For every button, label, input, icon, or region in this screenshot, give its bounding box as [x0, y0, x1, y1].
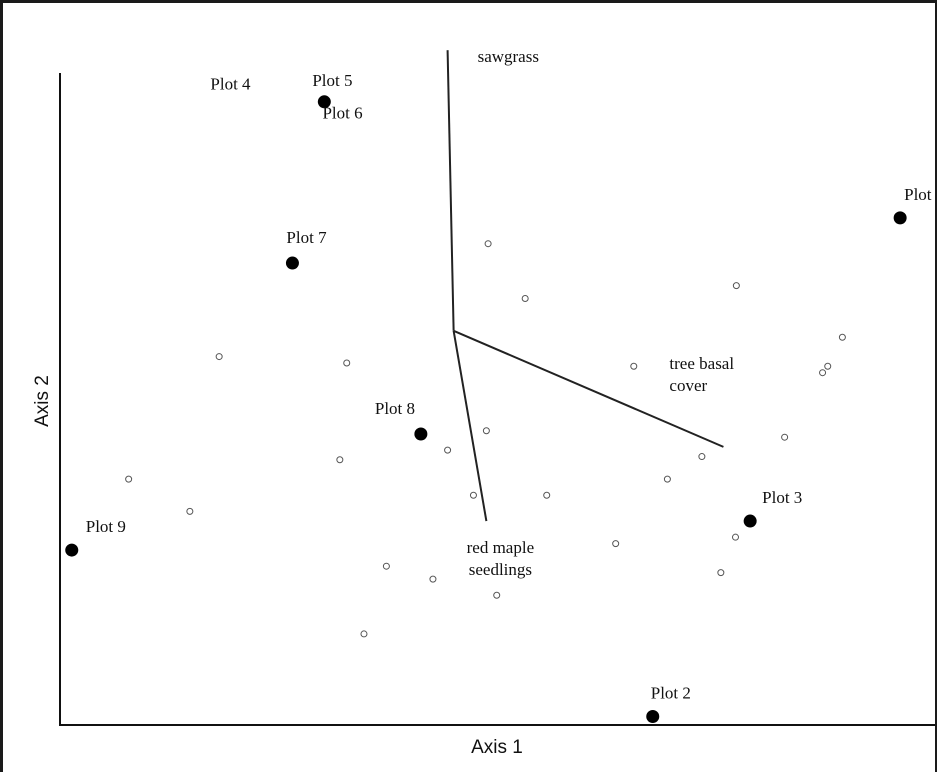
- species-point: [482, 427, 490, 435]
- species-point: [125, 475, 133, 483]
- plot-point: [65, 543, 79, 557]
- species-point: [824, 362, 832, 370]
- plot-label: Plot 6: [322, 104, 362, 123]
- species-point: [698, 453, 706, 461]
- plot-point: [893, 211, 907, 225]
- plot-label: Plot 7: [286, 228, 327, 247]
- plot-label: Plot 5: [312, 71, 352, 90]
- species-point: [819, 369, 827, 377]
- vector-line-2: [452, 330, 488, 522]
- species-point: [521, 295, 529, 303]
- plot-label: Plot 4: [210, 75, 251, 94]
- species-point: [429, 575, 437, 583]
- label-group: sawgrass tree basal cover red maple seedling…: [86, 47, 937, 702]
- y-axis-label: Axis 2: [32, 375, 53, 427]
- vector-label-2-1: seedlings: [469, 560, 532, 579]
- species-point: [215, 353, 223, 361]
- species-point: [343, 359, 351, 367]
- vector-label-2-0: red maple: [467, 538, 535, 557]
- plot-point: [646, 709, 660, 723]
- species-points-group: [125, 240, 846, 638]
- plot-point: [414, 427, 428, 441]
- species-point: [612, 540, 620, 548]
- species-point: [186, 507, 194, 515]
- species-point: [543, 491, 551, 499]
- species-point: [630, 362, 638, 370]
- plot-point: [317, 95, 331, 109]
- plot-label: Plot 9: [86, 517, 126, 536]
- vector-label-1-0: tree basal: [669, 354, 734, 373]
- plot-label: Plot 8: [375, 399, 415, 418]
- plot-point: [743, 514, 757, 528]
- species-point: [444, 446, 452, 454]
- species-point: [360, 630, 368, 638]
- plot-label: Plot 2: [651, 683, 691, 702]
- x-axis-label: Axis 1: [471, 737, 523, 758]
- vector-line-0: [446, 50, 455, 331]
- vector-line-1: [453, 329, 724, 448]
- species-point: [484, 240, 492, 248]
- vector-label-0-0: sawgrass: [478, 47, 539, 66]
- vector-label-1-1: cover: [669, 376, 707, 395]
- species-point: [469, 491, 477, 499]
- species-point: [336, 456, 344, 464]
- vector-group: [446, 50, 724, 522]
- species-point: [731, 533, 739, 541]
- plot-label: Plot 3: [762, 488, 802, 507]
- plot-points-group: [65, 95, 907, 723]
- species-point: [382, 562, 390, 570]
- species-point: [493, 591, 501, 599]
- species-point: [663, 475, 671, 483]
- biplot-chart: Axis 1 Axis 2 sawgrass tree basal cover red…: [32, 47, 937, 758]
- plot-label: Plot 1: [904, 185, 937, 204]
- species-point: [781, 433, 789, 441]
- species-point: [838, 333, 846, 341]
- species-point: [732, 282, 740, 290]
- plot-point: [285, 256, 299, 270]
- species-point: [717, 569, 725, 577]
